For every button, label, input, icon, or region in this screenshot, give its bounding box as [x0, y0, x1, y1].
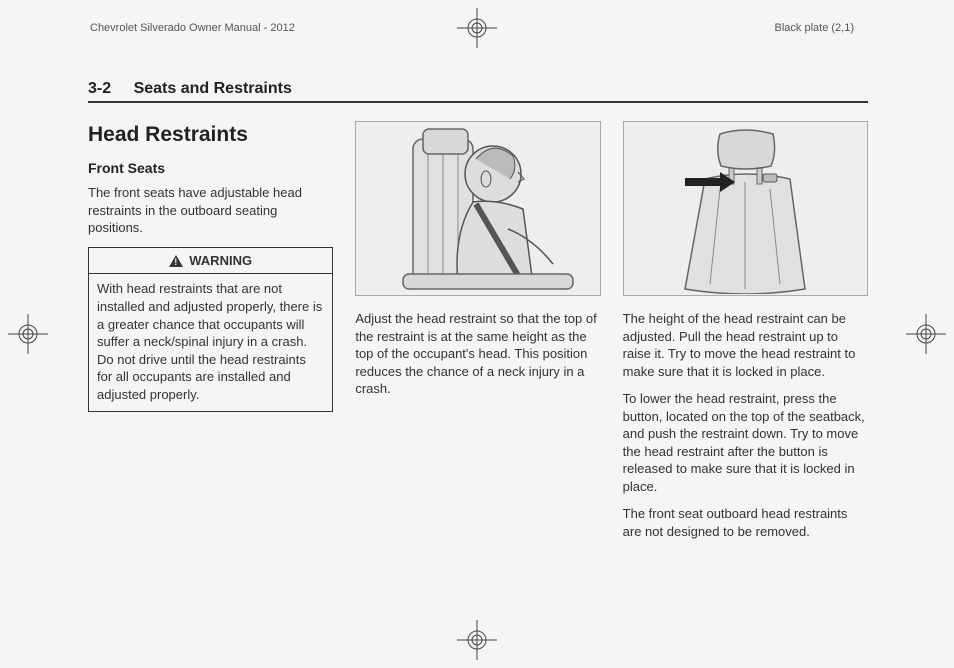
- registration-mark-bottom: [457, 620, 497, 660]
- warning-header: WARNING: [89, 248, 332, 275]
- col3-p2: To lower the head restraint, press the b…: [623, 390, 868, 495]
- warning-triangle-icon: [169, 255, 183, 267]
- section-title: Seats and Restraints: [134, 80, 292, 97]
- columns: Head Restraints Front Seats The front se…: [88, 121, 868, 551]
- intro-paragraph: The front seats have adjustable head res…: [88, 184, 333, 237]
- section-header: 3-2 Seats and Restraints: [88, 80, 868, 103]
- manual-title: Chevrolet Silverado Owner Manual - 2012: [90, 22, 295, 34]
- col3-p1: The height of the head restraint can be …: [623, 310, 868, 380]
- page-number: 3-2: [88, 80, 111, 98]
- column-2: Adjust the head restraint so that the to…: [355, 121, 600, 551]
- warning-label: WARNING: [189, 252, 252, 270]
- column-3: The height of the head restraint can be …: [623, 121, 868, 551]
- col2-caption: Adjust the head restraint so that the to…: [355, 310, 600, 398]
- warning-body: With head restraints that are not instal…: [89, 274, 332, 411]
- col3-p3: The front seat outboard head restraints …: [623, 505, 868, 540]
- sub-heading: Front Seats: [88, 159, 333, 178]
- registration-mark-right: [906, 314, 946, 354]
- illustration-headrest-adjust: [623, 121, 868, 296]
- print-header: Chevrolet Silverado Owner Manual - 2012 …: [0, 22, 954, 42]
- column-1: Head Restraints Front Seats The front se…: [88, 121, 333, 551]
- registration-mark-left: [8, 314, 48, 354]
- illustration-occupant: [355, 121, 600, 296]
- warning-box: WARNING With head restraints that are no…: [88, 247, 333, 412]
- plate-label: Black plate (2,1): [775, 22, 854, 34]
- main-heading: Head Restraints: [88, 121, 333, 149]
- page-content: 3-2 Seats and Restraints Head Restraints…: [88, 80, 868, 551]
